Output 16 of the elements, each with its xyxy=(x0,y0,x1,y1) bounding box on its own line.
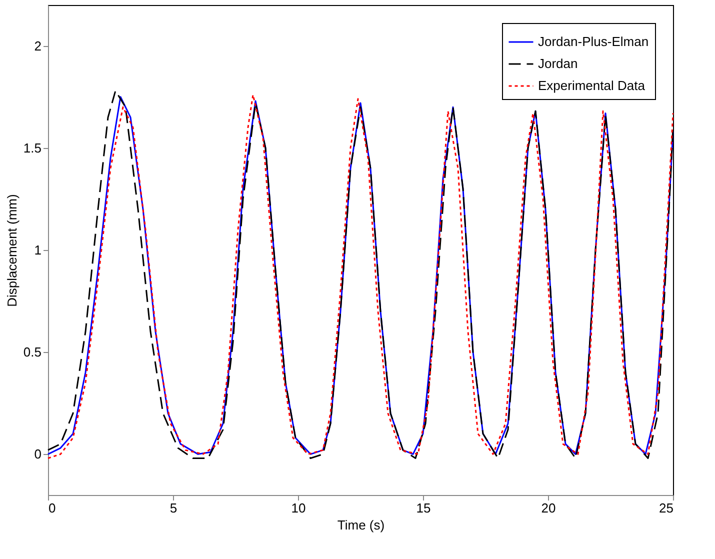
y-tick-label: 0.5 xyxy=(23,344,42,360)
legend-label: Jordan-Plus-Elman xyxy=(538,34,649,49)
legend-label: Experimental Data xyxy=(538,78,646,93)
x-tick-label: 0 xyxy=(48,500,56,516)
x-tick-label: 5 xyxy=(170,500,178,516)
x-tick-label: 25 xyxy=(659,500,674,516)
legend-label: Jordan xyxy=(538,56,578,71)
y-tick-label: 0 xyxy=(34,446,42,462)
x-tick-label: 10 xyxy=(291,500,306,516)
y-tick-label: 1.5 xyxy=(23,140,42,156)
y-tick-label: 1 xyxy=(34,242,42,258)
x-axis-title: Time (s) xyxy=(337,518,385,532)
x-tick-label: 15 xyxy=(416,500,431,516)
x-tick-label: 20 xyxy=(541,500,556,516)
y-axis-title: Displacement (mm) xyxy=(4,194,20,307)
y-tick-label: 2 xyxy=(34,38,42,54)
